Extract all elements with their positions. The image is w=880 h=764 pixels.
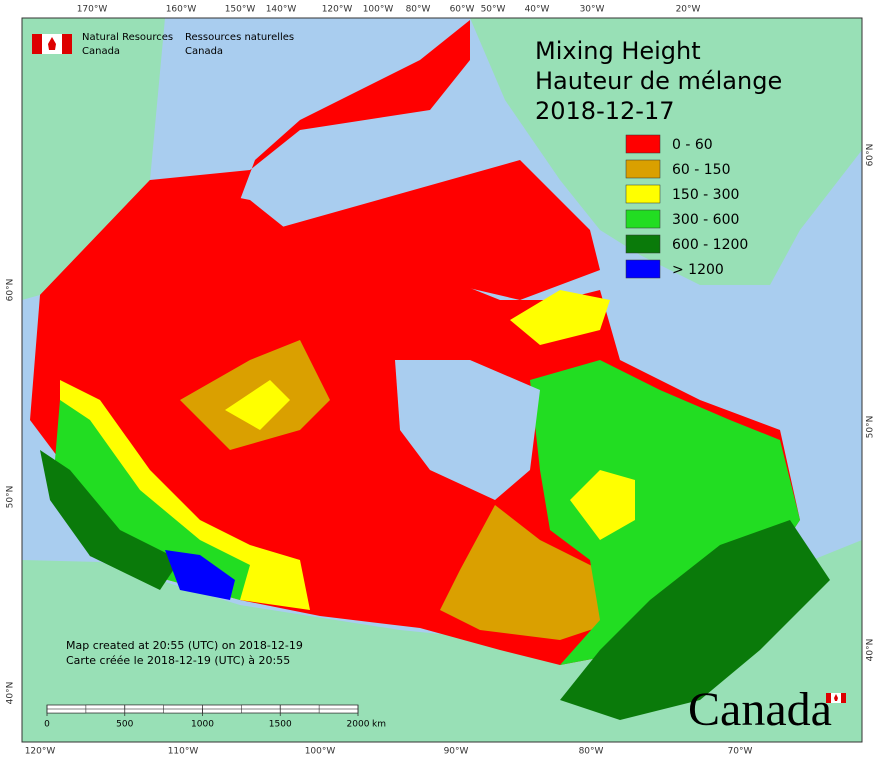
- legend-swatch: [625, 134, 661, 154]
- longitude-label: 170°W: [77, 5, 108, 15]
- zone-darkgreen-east: [560, 520, 830, 720]
- longitude-label: 20°W: [676, 5, 701, 15]
- legend: 0 - 60 60 - 150 150 - 300 300 - 600 600 - 12…: [625, 134, 748, 279]
- scale-bar-segment: [124, 704, 164, 710]
- latitude-label: 60°N: [866, 144, 876, 167]
- zone-yellow: [225, 380, 290, 430]
- longitude-label: 160°W: [166, 5, 197, 15]
- legend-swatch: [625, 234, 661, 254]
- agency-en: Natural Resources: [82, 32, 173, 43]
- agency-en: Canada: [82, 46, 120, 57]
- title: 2018-12-17: [535, 97, 674, 125]
- scale-unit: km: [372, 720, 386, 730]
- flag-bar: [32, 34, 42, 54]
- longitude-label: 50°W: [481, 5, 506, 15]
- scale-bar-segment: [241, 704, 281, 710]
- longitude-label: 150°W: [225, 5, 256, 15]
- graticule-labels: 170°W 160°W 150°W 140°W 120°W 100°W 80°W 60°W 50…: [6, 5, 876, 757]
- longitude-label: 80°W: [579, 747, 604, 757]
- zone-darkgreen-west: [40, 450, 180, 590]
- scale-bar: 0 500 1000 1500 2000 km: [44, 704, 386, 730]
- legend-label: 0 - 60: [672, 137, 713, 153]
- zone-yellow-east: [570, 470, 635, 540]
- scale-bar-segment: [46, 708, 87, 714]
- legend-label: 300 - 600: [672, 212, 739, 228]
- maple-leaf: [48, 37, 56, 50]
- scale-bar-segment: [163, 708, 203, 714]
- note: Carte créée le 2018-12-19 (UTC) à 20:55: [66, 654, 290, 667]
- scale-bar-segment: [85, 704, 126, 710]
- longitude-label: 30°W: [580, 5, 605, 15]
- title: Hauteur de mélange: [535, 67, 782, 95]
- greenland: [470, 18, 862, 285]
- zone-yellow-labrador: [510, 290, 610, 345]
- longitude-label: 110°W: [168, 747, 199, 757]
- scale-label: 0: [44, 720, 50, 730]
- legend-label: 60 - 150: [672, 162, 731, 178]
- longitude-label: 70°W: [728, 747, 753, 757]
- longitude-label: 80°W: [406, 5, 431, 15]
- scale-bar-segment: [318, 708, 359, 714]
- longitude-label: 120°W: [25, 747, 56, 757]
- scale-bar-segment: [202, 708, 242, 714]
- longitude-label: 90°W: [444, 747, 469, 757]
- longitude-label: 100°W: [305, 747, 336, 757]
- legend-swatch: [625, 259, 661, 279]
- latitude-label: 50°N: [866, 416, 876, 439]
- flag-bar: [62, 34, 72, 54]
- hudson-bay: [395, 360, 540, 500]
- title: Mixing Height: [535, 37, 701, 65]
- agency-fr: Canada: [185, 46, 223, 57]
- legend-swatch: [625, 209, 661, 229]
- latitude-label: 40°N: [6, 682, 16, 705]
- scale-bar-segment: [279, 704, 320, 710]
- frame: [21, 17, 863, 743]
- agency-fr: Ressources naturelles: [185, 32, 294, 43]
- scale-label: 1000: [191, 720, 214, 730]
- longitude-label: 100°W: [363, 5, 394, 15]
- legend-swatch: [625, 184, 661, 204]
- longitude-label: 120°W: [322, 5, 353, 15]
- zone-blue: [165, 550, 235, 600]
- latitude-label: 50°N: [6, 486, 16, 509]
- longitude-label: 40°W: [525, 5, 550, 15]
- nrcan-logo: [32, 34, 72, 54]
- latitude-label: 40°N: [866, 639, 876, 662]
- zone-orange-east: [440, 505, 620, 640]
- scale-label: 2000: [347, 720, 370, 730]
- note: Map created at 20:55 (UTC) on 2018-12-19: [66, 639, 303, 652]
- legend-label: 150 - 300: [672, 187, 739, 203]
- scale-label: 1500: [269, 720, 292, 730]
- alaska: [22, 18, 165, 300]
- legend-label: > 1200: [672, 262, 724, 278]
- flag-bar: [826, 693, 831, 703]
- longitude-label: 60°W: [450, 5, 475, 15]
- legend-swatch: [625, 159, 661, 179]
- wordmark: Canada: [688, 683, 832, 736]
- legend-label: 600 - 1200: [672, 237, 748, 253]
- longitude-label: 140°W: [266, 5, 297, 15]
- latitude-label: 60°N: [6, 279, 16, 302]
- maple-leaf: [834, 694, 838, 701]
- canada-wordmark: Canada: [688, 683, 846, 736]
- flag-bar: [841, 693, 846, 703]
- scale-label: 500: [116, 720, 133, 730]
- land: [22, 18, 862, 742]
